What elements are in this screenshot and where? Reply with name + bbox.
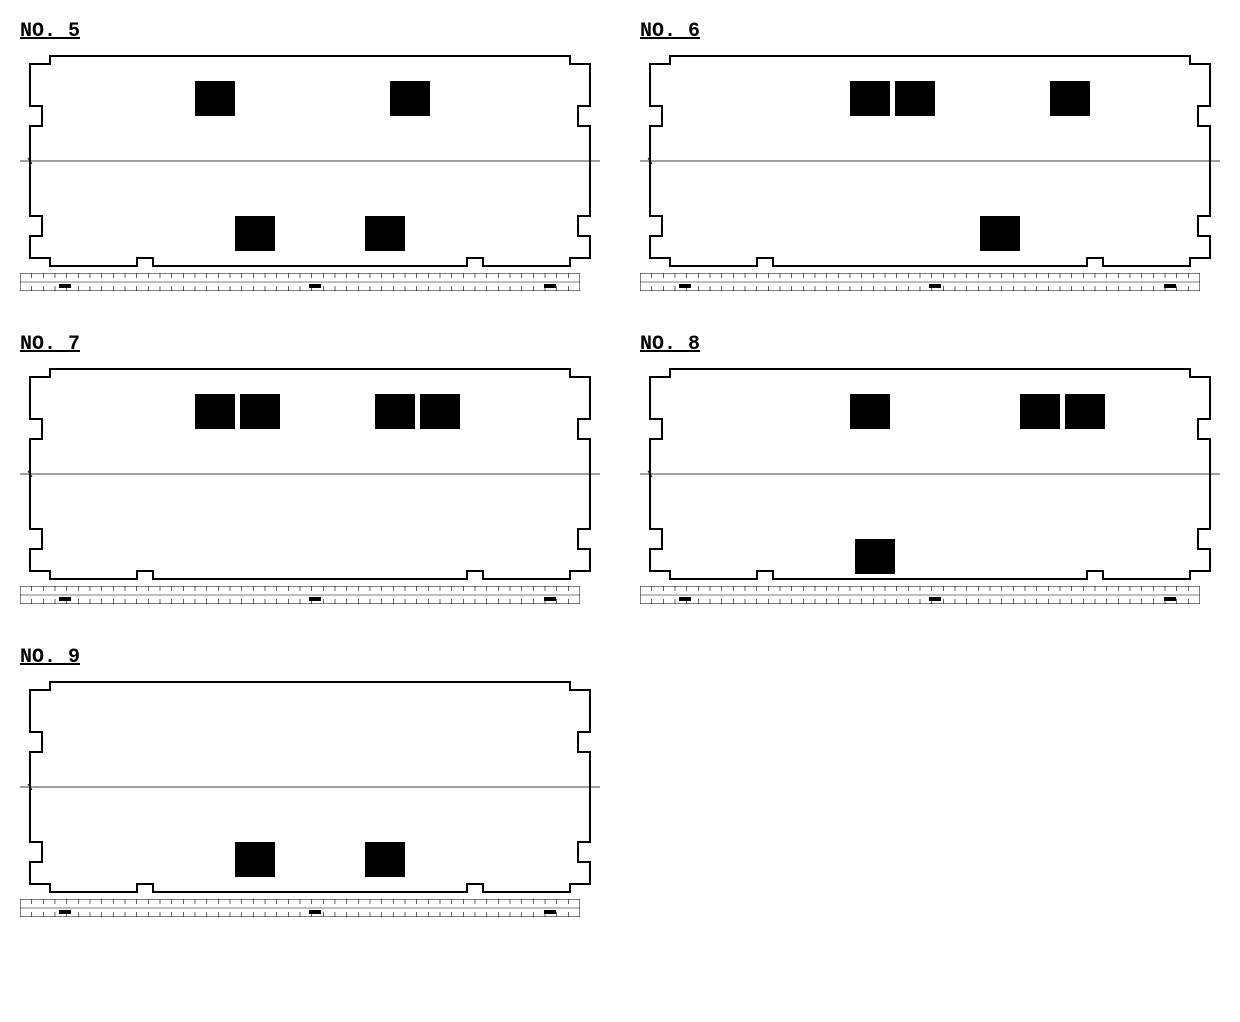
panel-label: NO. 5	[20, 20, 600, 43]
grid-cell	[640, 646, 1220, 919]
ruler	[20, 586, 580, 604]
grid-cell: NO. 9	[20, 646, 600, 919]
panel-no7	[20, 368, 600, 580]
block	[980, 216, 1020, 251]
block	[1050, 81, 1090, 116]
block	[420, 394, 460, 429]
panel-wrap	[640, 55, 1220, 267]
block	[1020, 394, 1060, 429]
panel-no5	[20, 55, 600, 267]
panel-wrap	[20, 55, 600, 267]
block	[1065, 394, 1105, 429]
ruler-wrap	[20, 586, 600, 606]
ruler	[640, 273, 1200, 291]
block	[365, 216, 405, 251]
ruler-wrap	[640, 273, 1220, 293]
ruler-wrap	[640, 586, 1220, 606]
block	[850, 394, 890, 429]
ruler-wrap	[20, 273, 600, 293]
ruler-wrap	[20, 899, 600, 919]
panel-label: NO. 6	[640, 20, 1220, 43]
grid-cell: NO. 8	[640, 333, 1220, 606]
panel-wrap	[20, 368, 600, 580]
ruler	[640, 586, 1200, 604]
block	[375, 394, 415, 429]
panel-no9	[20, 681, 600, 893]
block	[195, 394, 235, 429]
block	[895, 81, 935, 116]
block	[235, 216, 275, 251]
ruler	[20, 273, 580, 291]
panel-no6	[640, 55, 1220, 267]
panel-wrap	[20, 681, 600, 893]
panel-label: NO. 9	[20, 646, 600, 669]
block	[365, 842, 405, 877]
grid-cell: NO. 5	[20, 20, 600, 293]
ruler	[20, 899, 580, 917]
block	[390, 81, 430, 116]
block	[195, 81, 235, 116]
grid-cell: NO. 7	[20, 333, 600, 606]
block	[235, 842, 275, 877]
grid-cell: NO. 6	[640, 20, 1220, 293]
panel-label: NO. 7	[20, 333, 600, 356]
diagram-grid: NO. 5 NO. 6 NO. 7 NO. 8 NO. 9	[20, 20, 1220, 919]
panel-wrap	[640, 368, 1220, 580]
panel-no8	[640, 368, 1220, 580]
panel-label: NO. 8	[640, 333, 1220, 356]
block	[850, 81, 890, 116]
block	[240, 394, 280, 429]
block	[855, 539, 895, 574]
